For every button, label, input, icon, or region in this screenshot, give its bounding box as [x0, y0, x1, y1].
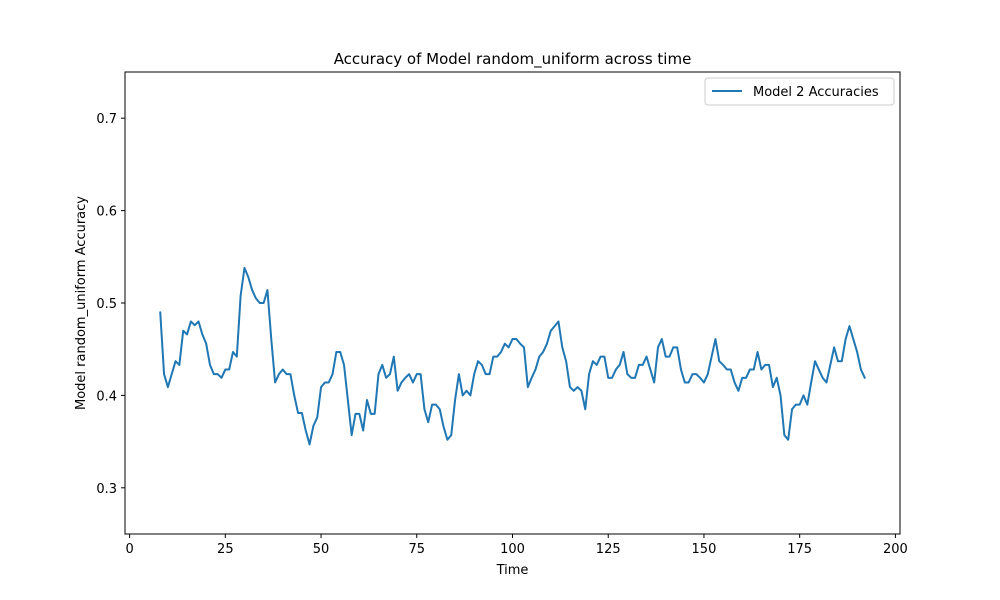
x-tick-label: 0: [125, 542, 133, 557]
legend-box: [704, 77, 895, 106]
x-tick-label: 50: [313, 542, 330, 557]
y-tick-label: 0.7: [96, 112, 117, 127]
y-axis-label: Model random_uniform Accuracy: [74, 196, 89, 410]
x-tick-label: 75: [409, 542, 426, 557]
y-tick-label: 0.3: [96, 482, 117, 497]
series-line-model-2-accuracies: [159, 266, 866, 446]
x-axis: 0 25 50 75 100 125 150 175 200: [125, 534, 908, 557]
x-tick-label: 100: [500, 542, 525, 557]
legend-label-model-2-accuracies: Model 2 Accuracies: [753, 85, 879, 100]
y-tick-label: 0.6: [96, 205, 117, 220]
x-tick-label: 175: [787, 542, 812, 557]
x-axis-label: Time: [496, 563, 529, 578]
x-tick-label: 125: [596, 542, 621, 557]
x-tick-label: 200: [883, 542, 908, 557]
x-tick-label: 150: [692, 542, 717, 557]
legend: Model 2 Accuracies: [704, 77, 895, 106]
plot-area: [159, 266, 866, 446]
y-tick-label: 0.5: [96, 297, 117, 312]
y-tick-label: 0.4: [96, 389, 117, 404]
chart-title: Accuracy of Model random_uniform across …: [334, 50, 692, 69]
x-tick-label: 25: [217, 542, 234, 557]
y-axis: 0.3 0.4 0.5 0.6 0.7: [96, 112, 125, 497]
